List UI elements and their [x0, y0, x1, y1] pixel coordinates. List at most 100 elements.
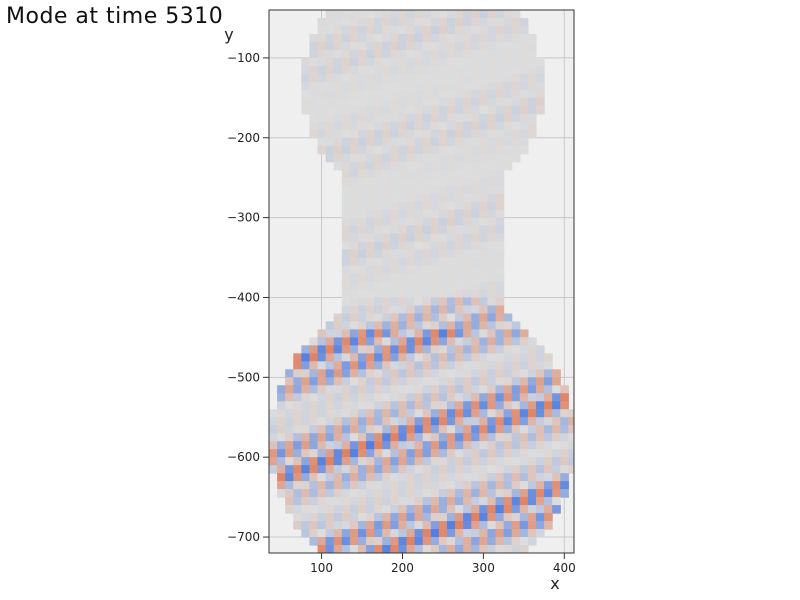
field-cell	[446, 473, 456, 482]
field-cell	[366, 345, 375, 354]
field-cell	[552, 377, 561, 386]
field-cell	[406, 513, 416, 522]
field-cell	[349, 345, 359, 354]
plot-frame	[268, 9, 575, 554]
field-cell	[471, 89, 480, 99]
field-cell	[511, 497, 521, 506]
field-cell	[463, 65, 472, 75]
field-cell	[390, 33, 400, 43]
field-cell	[374, 161, 383, 171]
field-cell	[390, 489, 400, 498]
field-cell	[357, 73, 367, 83]
field-cell	[430, 17, 440, 27]
field-cell	[479, 73, 489, 83]
field-cell	[293, 385, 302, 394]
field-cell	[398, 249, 408, 259]
field-cell	[503, 449, 513, 458]
field-cell	[382, 449, 391, 458]
field-cell	[374, 121, 383, 131]
field-cell	[511, 377, 521, 386]
field-cell	[293, 465, 302, 474]
field-cell	[341, 121, 351, 131]
field-cell	[455, 273, 464, 283]
field-cell	[495, 65, 505, 75]
field-cell	[357, 529, 367, 538]
field-cell	[535, 481, 545, 490]
field-cell	[463, 73, 472, 83]
field-cell	[455, 89, 464, 99]
field-cell	[479, 281, 489, 291]
field-cell	[398, 81, 408, 91]
field-cell	[366, 425, 375, 434]
field-cell	[430, 281, 440, 291]
field-cell	[487, 457, 497, 466]
field-cell	[269, 417, 278, 426]
field-cell	[406, 105, 416, 115]
field-cell	[390, 465, 400, 474]
field-cell	[341, 225, 351, 235]
field-cell	[544, 481, 553, 490]
field-cell	[366, 289, 375, 299]
field-cell	[422, 161, 432, 171]
field-cell	[357, 465, 367, 474]
field-cell	[325, 17, 335, 27]
field-cell	[422, 465, 432, 474]
field-cell	[463, 81, 472, 91]
field-cell	[527, 457, 537, 466]
field-cell	[317, 465, 327, 474]
field-cell	[503, 145, 513, 155]
field-cell	[325, 337, 335, 346]
field-cell	[309, 441, 319, 450]
field-cell	[495, 505, 505, 514]
field-cell	[438, 10, 448, 19]
field-cell	[366, 225, 375, 235]
field-cell	[374, 329, 383, 338]
field-cell	[390, 241, 400, 251]
field-cell	[333, 345, 343, 354]
field-cell	[422, 545, 432, 553]
field-cell	[366, 249, 375, 259]
field-cell	[398, 337, 408, 346]
field-cell	[552, 473, 561, 482]
field-cell	[560, 465, 569, 474]
field-cell	[374, 353, 383, 362]
field-cell	[374, 545, 383, 553]
field-cell	[325, 449, 335, 458]
field-cell	[568, 465, 574, 474]
field-cell	[333, 129, 343, 139]
field-cell	[406, 425, 416, 434]
field-cell	[535, 89, 545, 99]
field-cell	[503, 49, 513, 59]
field-cell	[422, 353, 432, 362]
field-cell	[527, 489, 537, 498]
field-cell	[390, 297, 400, 307]
field-cell	[414, 25, 424, 35]
field-cell	[309, 537, 319, 546]
field-cell	[349, 137, 359, 147]
field-cell	[535, 81, 545, 91]
field-cell	[406, 505, 416, 514]
field-cell	[309, 465, 319, 474]
field-cell	[341, 249, 351, 259]
field-cell	[535, 393, 545, 402]
field-cell	[511, 10, 521, 19]
field-cell	[463, 369, 472, 378]
field-cell	[325, 97, 335, 107]
field-cell	[398, 209, 408, 219]
field-cell	[471, 441, 480, 450]
field-cell	[366, 73, 375, 83]
field-cell	[341, 273, 351, 283]
field-cell	[487, 209, 497, 219]
field-cell	[293, 457, 302, 466]
field-cell	[382, 89, 391, 99]
field-cell	[374, 137, 383, 147]
field-cell	[349, 81, 359, 91]
field-cell	[455, 241, 464, 251]
field-cell	[471, 65, 480, 75]
field-cell	[341, 513, 351, 522]
field-cell	[414, 393, 424, 402]
field-cell	[495, 81, 505, 91]
field-cell	[414, 513, 424, 522]
field-cell	[430, 177, 440, 187]
field-cell	[430, 217, 440, 227]
